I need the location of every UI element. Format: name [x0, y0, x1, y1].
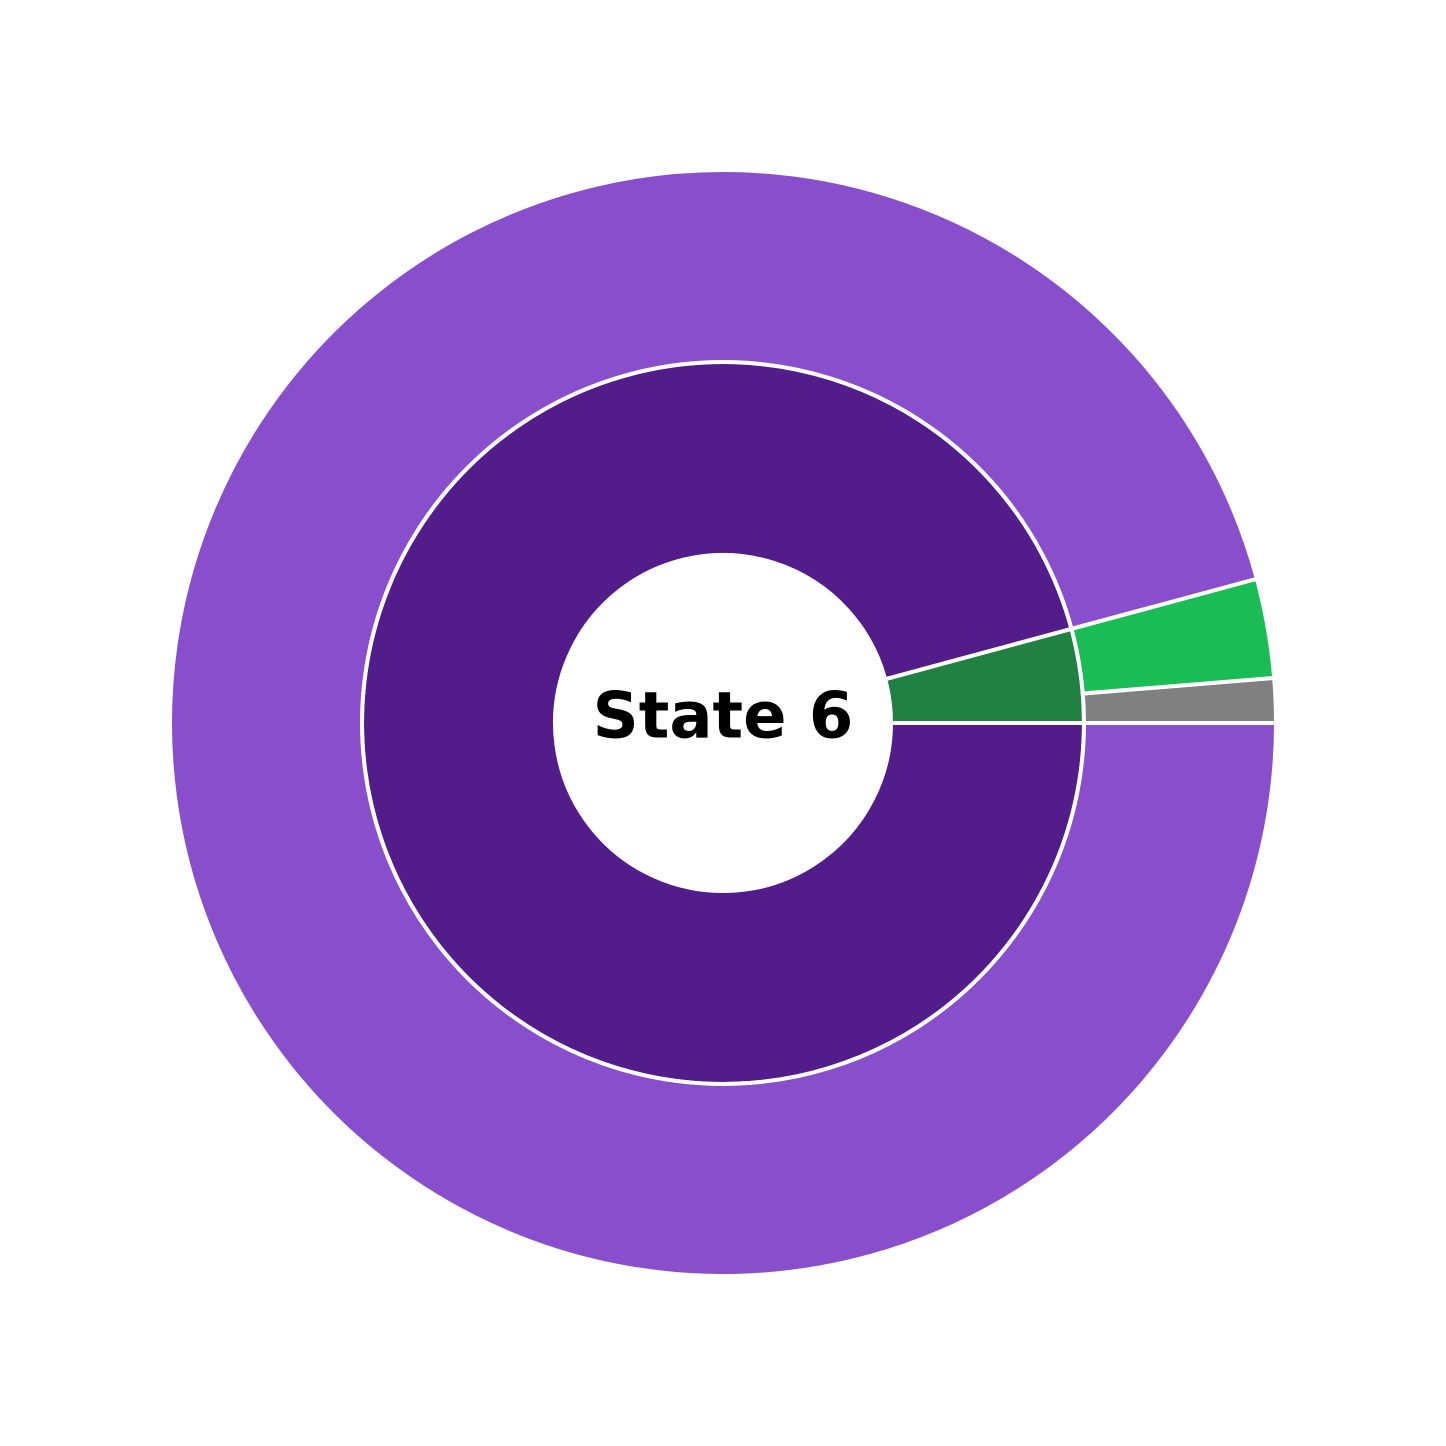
center-label: State 6	[593, 680, 854, 754]
wedges	[168, 167, 1279, 1278]
wedge	[168, 167, 1279, 1278]
